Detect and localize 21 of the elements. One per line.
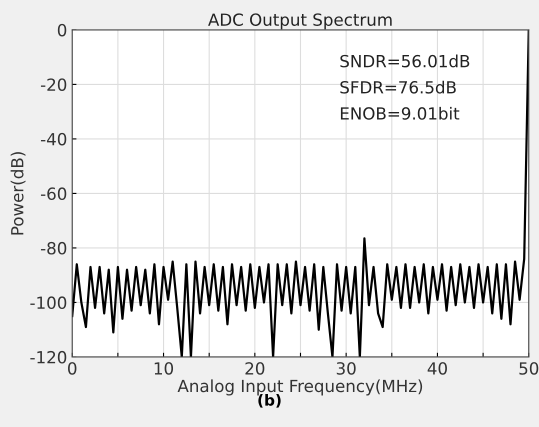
y-tick-label: -100	[30, 296, 66, 310]
x-tick-label: 30	[336, 362, 356, 375]
y-tick-label: -40	[40, 132, 66, 146]
y-tick-label: -20	[40, 78, 66, 91]
annotation: SFDR=76.5dB	[340, 80, 456, 94]
x-tick-label: 20	[245, 362, 264, 375]
x-tick-label: 40	[428, 362, 447, 375]
text: (b)	[258, 394, 281, 408]
y-tick-label: 0	[58, 24, 66, 36]
x-axis-title: Analog Input Frequency(MHz)	[178, 379, 422, 396]
y-tick-label: -60	[40, 187, 66, 200]
y-axis-title: Power(dB)	[10, 152, 26, 234]
annotation: SNDR=56.01dB	[340, 54, 470, 68]
chart-title: ADC Output Spectrum	[208, 13, 392, 30]
line-series	[72, 30, 529, 357]
x-tick-label: 50	[519, 362, 538, 375]
x-tick-label: 10	[154, 362, 174, 375]
annotation: ENOB=9.01bit	[340, 106, 460, 120]
x-tick-label: 0	[68, 362, 76, 375]
y-tick-label: -120	[30, 350, 66, 364]
y-tick-label: -80	[40, 242, 66, 255]
